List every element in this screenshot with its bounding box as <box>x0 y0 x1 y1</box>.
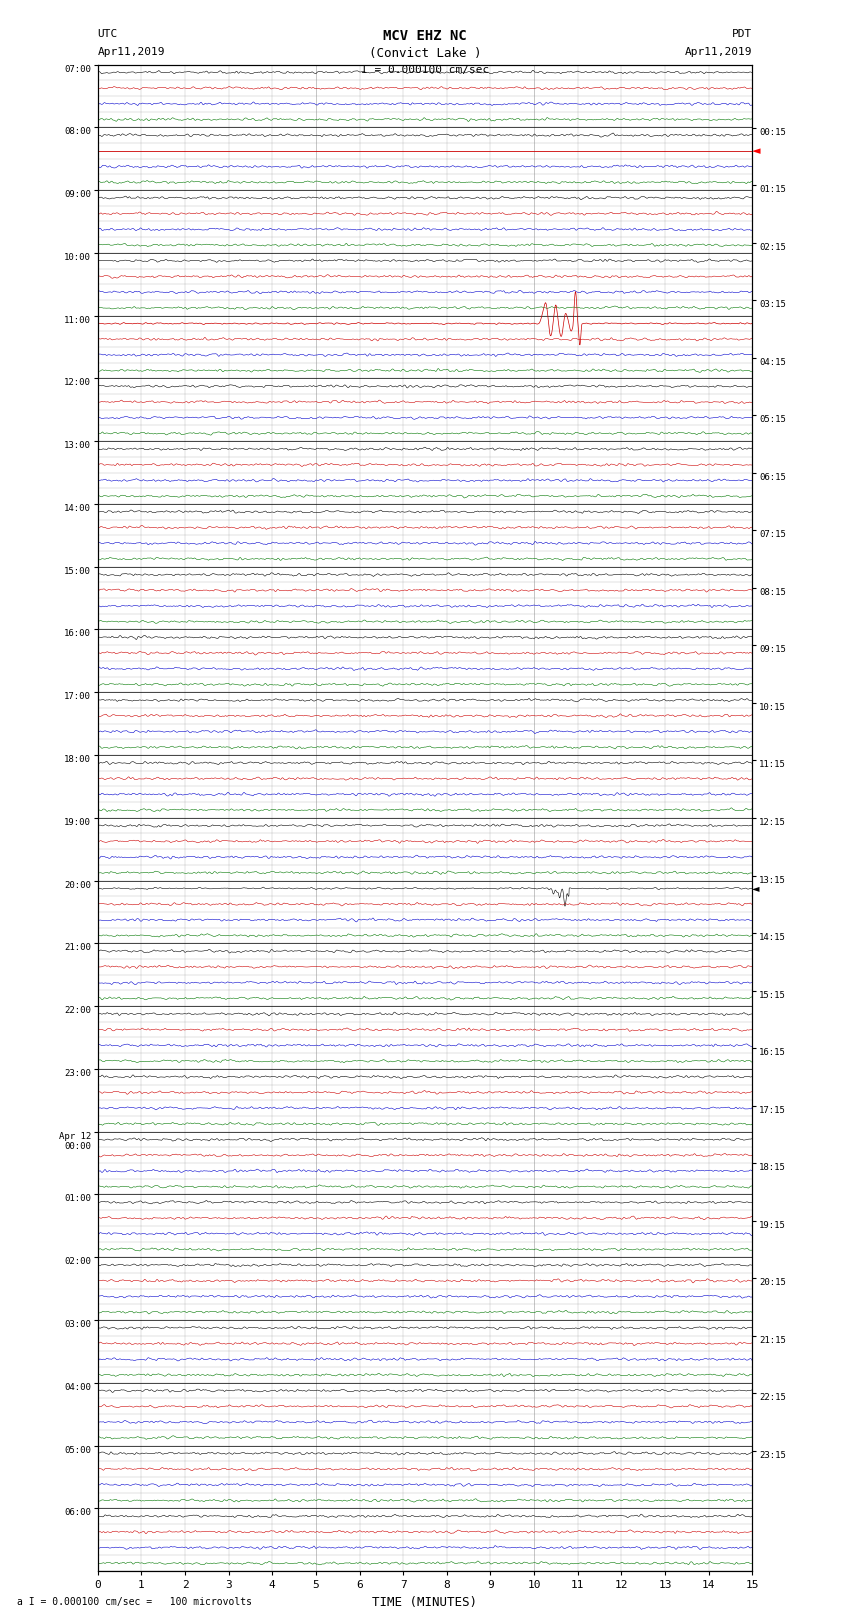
X-axis label: TIME (MINUTES): TIME (MINUTES) <box>372 1595 478 1608</box>
Text: ◄: ◄ <box>752 145 761 156</box>
Text: a I = 0.000100 cm/sec =   100 microvolts: a I = 0.000100 cm/sec = 100 microvolts <box>17 1597 252 1607</box>
Text: UTC: UTC <box>98 29 118 39</box>
Text: PDT: PDT <box>732 29 752 39</box>
Text: (Convict Lake ): (Convict Lake ) <box>369 47 481 60</box>
Text: Apr11,2019: Apr11,2019 <box>98 47 165 56</box>
Text: ◄: ◄ <box>752 884 760 894</box>
Text: MCV EHZ NC: MCV EHZ NC <box>383 29 467 44</box>
Text: I = 0.000100 cm/sec: I = 0.000100 cm/sec <box>361 65 489 74</box>
Text: Apr11,2019: Apr11,2019 <box>685 47 752 56</box>
